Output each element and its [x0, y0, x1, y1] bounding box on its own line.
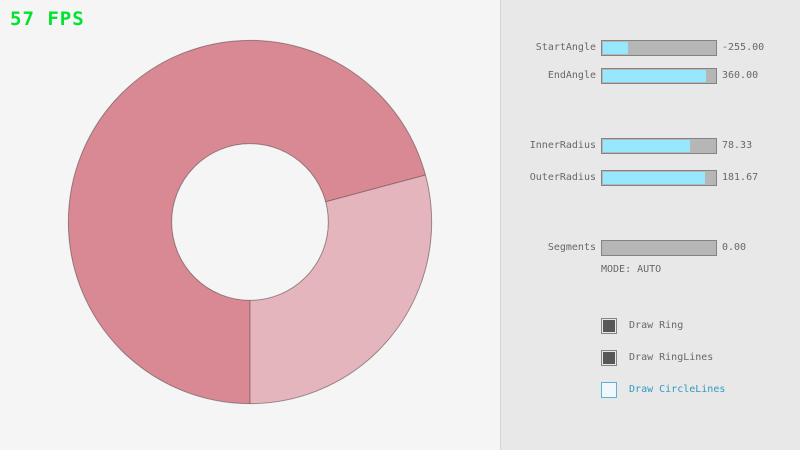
slider-row-outer-radius: OuterRadius 181.67 — [501, 170, 800, 186]
slider-row-inner-radius: InnerRadius 78.33 — [501, 138, 800, 154]
start-angle-value: -255.00 — [722, 42, 765, 53]
ring-svg — [67, 39, 433, 405]
fps-counter: 57 FPS — [10, 8, 85, 30]
end-angle-value: 360.00 — [722, 70, 759, 81]
checkbox-draw-ringlines[interactable]: Draw RingLines — [601, 350, 800, 366]
start-angle-slider[interactable] — [601, 40, 717, 56]
start-angle-label: StartAngle — [535, 42, 596, 53]
controls-panel: StartAngle -255.00 EndAngle 360.00 Inner… — [500, 0, 800, 450]
checkbox-label: Draw RingLines — [629, 352, 714, 363]
inner-radius-label: InnerRadius — [529, 140, 596, 151]
checkbox-draw-ring[interactable]: Draw Ring — [601, 318, 800, 334]
slider-fill — [603, 70, 707, 82]
mode-status-text: MODE: AUTO — [601, 264, 662, 275]
outer-radius-slider[interactable] — [601, 170, 717, 186]
outer-radius-label: OuterRadius — [529, 172, 596, 183]
segments-value: 0.00 — [722, 242, 747, 253]
end-angle-slider[interactable] — [601, 68, 717, 84]
slider-fill — [603, 140, 691, 152]
segments-label: Segments — [547, 242, 596, 253]
inner-radius-slider[interactable] — [601, 138, 717, 154]
checkbox-label: Draw Ring — [629, 320, 684, 331]
checkbox-label: Draw CircleLines — [629, 384, 726, 395]
slider-fill — [603, 172, 705, 184]
outer-radius-value: 181.67 — [722, 172, 759, 183]
slider-row-end-angle: EndAngle 360.00 — [501, 68, 800, 84]
checkbox-draw-circlelines[interactable]: Draw CircleLines — [601, 382, 800, 398]
inner-radius-value: 78.33 — [722, 140, 753, 151]
slider-row-segments: Segments 0.00 — [501, 240, 800, 256]
checkbox-checked-icon[interactable] — [601, 318, 617, 334]
checkbox-unchecked-icon[interactable] — [601, 382, 617, 398]
slider-row-start-angle: StartAngle -255.00 — [501, 40, 800, 56]
checkbox-checked-icon[interactable] — [601, 350, 617, 366]
end-angle-label: EndAngle — [547, 70, 596, 81]
segments-slider[interactable] — [601, 240, 717, 256]
slider-fill — [603, 42, 628, 54]
